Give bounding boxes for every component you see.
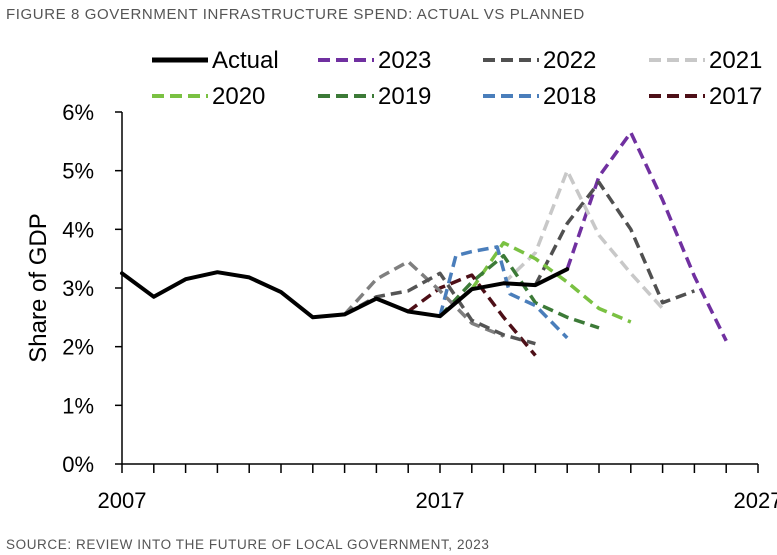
series-line-2022 [533,180,696,305]
figure-source: SOURCE: REVIEW INTO THE FUTURE OF LOCAL … [6,537,490,552]
y-axis-title: Share of GDP [25,213,52,362]
y-tick-label: 5% [62,159,94,184]
series-line-2017 [407,273,537,357]
y-tick-label: 3% [62,276,94,301]
series-layer [120,130,728,357]
series-line-2020 [470,241,632,324]
legend-label-2022: 2022 [543,47,596,74]
legend-label-actual: Actual [212,47,279,74]
x-tick-label: 2007 [98,488,147,513]
legend-label-2023: 2023 [378,47,431,74]
figure-title: FIGURE 8 GOVERNMENT INFRASTRUCTURE SPEND… [6,6,585,23]
legend-label-2018: 2018 [543,83,596,110]
legend-label-2020: 2020 [212,83,265,110]
legend-label-2019: 2019 [378,83,431,110]
series-line-actual [120,267,570,320]
y-tick-label: 0% [62,452,94,477]
y-tick-label: 1% [62,393,94,418]
y-tick-label: 2% [62,335,94,360]
axes: 0% 1% 2% 3% 4% 5% 6% 2007 2017 2027 Share of GDP [25,100,777,513]
y-tick-label: 6% [62,100,94,125]
series-line-2016 [343,259,505,338]
x-tick-label: 2017 [416,488,465,513]
series-line-2023 [565,130,728,342]
y-tick-label: 4% [62,217,94,242]
x-tick-label: 2027 [734,488,777,513]
legend-label-2017: 2017 [709,83,762,110]
legend: Actual 2023 2022 2021 2020 2019 2018 2017 [152,47,762,110]
series-line-2019 [438,253,600,330]
legend-label-2021: 2021 [709,47,762,74]
series-line-2018 [438,245,569,340]
